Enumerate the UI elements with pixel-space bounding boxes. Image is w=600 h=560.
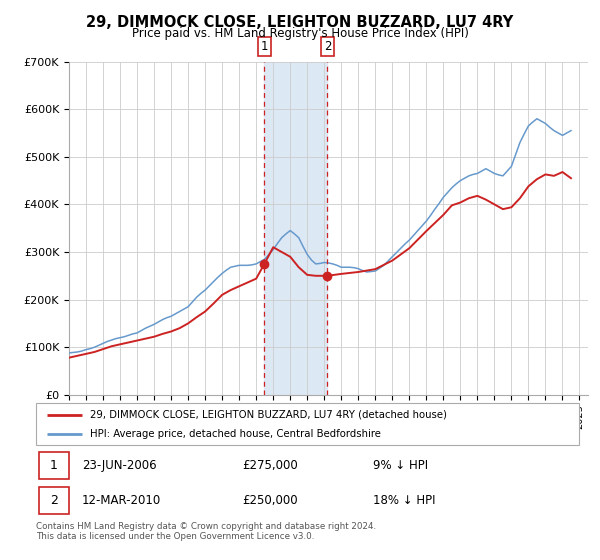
Text: 9% ↓ HPI: 9% ↓ HPI (373, 459, 428, 472)
Text: 29, DIMMOCK CLOSE, LEIGHTON BUZZARD, LU7 4RY (detached house): 29, DIMMOCK CLOSE, LEIGHTON BUZZARD, LU7… (91, 409, 448, 419)
FancyBboxPatch shape (36, 403, 579, 445)
Text: 1: 1 (50, 459, 58, 472)
Text: 23-JUN-2006: 23-JUN-2006 (82, 459, 157, 472)
Text: 1: 1 (260, 40, 268, 53)
Text: £275,000: £275,000 (242, 459, 298, 472)
Text: Contains HM Land Registry data © Crown copyright and database right 2024.
This d: Contains HM Land Registry data © Crown c… (36, 522, 376, 542)
Text: Price paid vs. HM Land Registry's House Price Index (HPI): Price paid vs. HM Land Registry's House … (131, 27, 469, 40)
FancyBboxPatch shape (39, 452, 68, 479)
Text: 2: 2 (324, 40, 331, 53)
Text: £250,000: £250,000 (242, 494, 298, 507)
Text: 18% ↓ HPI: 18% ↓ HPI (373, 494, 435, 507)
Bar (265, 62, 328, 395)
Text: 29, DIMMOCK CLOSE, LEIGHTON BUZZARD, LU7 4RY: 29, DIMMOCK CLOSE, LEIGHTON BUZZARD, LU7… (86, 15, 514, 30)
FancyBboxPatch shape (39, 487, 68, 514)
Text: 12-MAR-2010: 12-MAR-2010 (82, 494, 161, 507)
Text: HPI: Average price, detached house, Central Bedfordshire: HPI: Average price, detached house, Cent… (91, 429, 381, 439)
Text: 2: 2 (50, 494, 58, 507)
